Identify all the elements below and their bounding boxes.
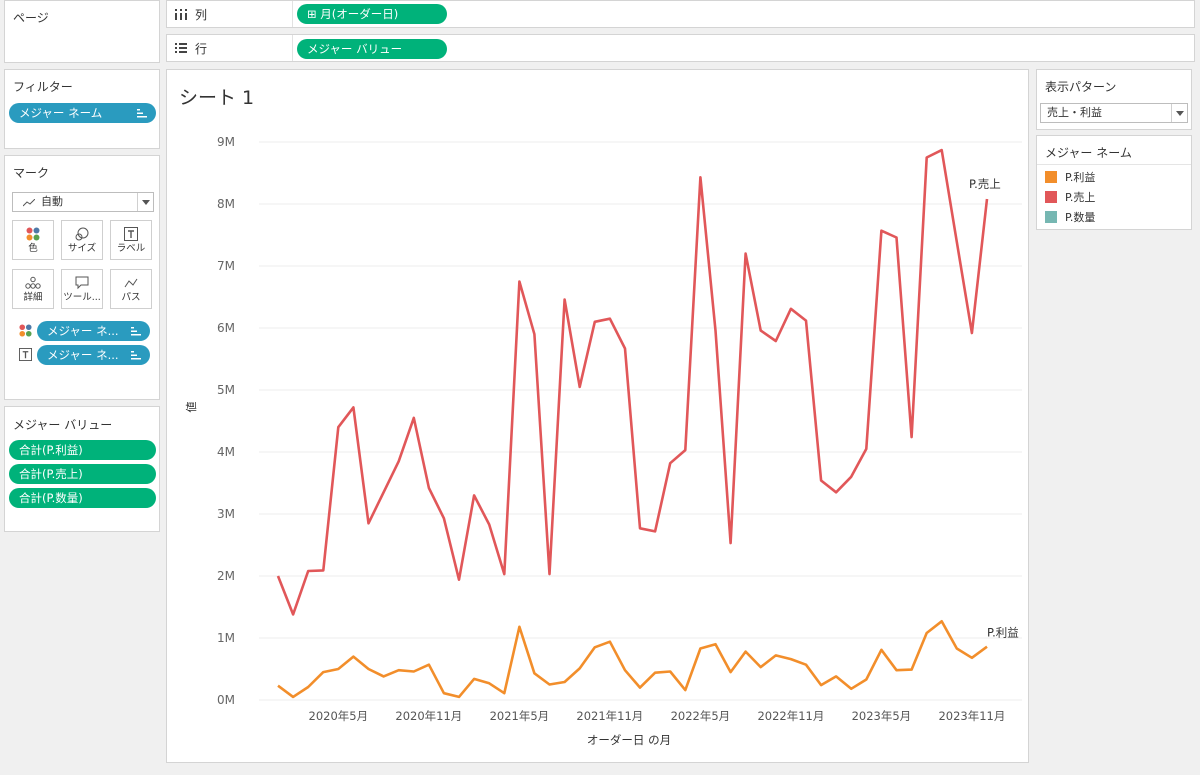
y-tick-label: 9M (217, 135, 235, 149)
line-chart[interactable]: シート 1 0M 1M 2M 3M 4M 5M 6M 7M 8M 9M 2020年5月 2020年1… (167, 70, 1028, 762)
filters-title: フィルター (13, 80, 73, 94)
rows-pill-measure-values[interactable]: メジャー バリュー (297, 39, 447, 59)
color-button[interactable]: 色 (12, 220, 54, 260)
label-pill-measure-names[interactable]: メジャー ネ... (37, 345, 150, 365)
legend-swatch (1045, 191, 1057, 203)
y-tick-label: 5M (217, 383, 235, 397)
y-tick-label: 6M (217, 321, 235, 335)
mark-type-dropdown[interactable]: 自動 (12, 192, 154, 212)
y-tick-label: 7M (217, 259, 235, 273)
columns-icon (175, 8, 187, 20)
show-me-value: 売上・利益 (1047, 106, 1102, 119)
size-button[interactable]: サイズ (61, 220, 103, 260)
measure-pill-quantity[interactable]: 合計(P.数量) (9, 488, 156, 508)
tooltip-button[interactable]: ツール... (61, 269, 103, 309)
legend-item-sales[interactable]: P.売上 (1045, 189, 1095, 205)
label-button[interactable]: ラベル (110, 220, 152, 260)
x-tick-label: 2020年11月 (395, 709, 462, 723)
detail-icon (25, 276, 41, 289)
y-tick-label: 1M (217, 631, 235, 645)
text-label-icon (124, 227, 138, 241)
y-tick-label: 8M (217, 197, 235, 211)
chevron-down-icon (137, 193, 153, 211)
columns-label: 列 (195, 7, 208, 22)
legend-card[interactable]: メジャー ネーム P.利益 P.売上 P.数量 (1036, 135, 1192, 230)
series-line (276, 148, 989, 616)
rows-label: 行 (195, 41, 208, 56)
legend-title: メジャー ネーム (1045, 146, 1132, 160)
legend-swatch (1045, 211, 1057, 223)
date-icon: ⊞ (307, 7, 317, 21)
rows-icon (175, 43, 187, 53)
color-encoding-icon (19, 324, 32, 337)
filters-card[interactable]: フィルター メジャー ネーム (4, 69, 160, 149)
y-axis-title: 値 (185, 402, 198, 413)
color-pill-measure-names[interactable]: メジャー ネ... (37, 321, 150, 341)
show-me-dropdown[interactable]: 売上・利益 (1040, 103, 1188, 123)
filter-pill-measure-names[interactable]: メジャー ネーム (9, 103, 156, 123)
series-end-label: P.売上 (969, 177, 1001, 191)
x-axis-title: オーダー日 の月 (587, 733, 671, 747)
y-tick-label: 0M (217, 693, 235, 707)
measure-values-card[interactable]: メジャー バリュー 合計(P.利益) 合計(P.売上) 合計(P.数量) (4, 406, 160, 532)
marks-title: マーク (13, 166, 50, 180)
x-tick-label: 2023年5月 (852, 709, 912, 723)
x-tick-label: 2022年11月 (757, 709, 824, 723)
size-icon (75, 227, 89, 241)
line-mark-icon (23, 199, 35, 207)
rows-shelf[interactable]: 行 メジャー バリュー (166, 34, 1195, 62)
chevron-down-icon (1171, 104, 1187, 122)
legend-item-quantity[interactable]: P.数量 (1045, 209, 1095, 225)
measure-pill-profit[interactable]: 合計(P.利益) (9, 440, 156, 460)
marks-card[interactable]: マーク 自動 色 サイズ ラベル 詳細 (4, 155, 160, 400)
worksheet-view[interactable]: シート 1 0M 1M 2M 3M 4M 5M 6M 7M 8M 9M 2020年5月 2020年1… (166, 69, 1029, 763)
sort-icon (131, 327, 141, 336)
legend-swatch (1045, 171, 1057, 183)
detail-button[interactable]: 詳細 (12, 269, 54, 309)
show-me-title: 表示パターン (1045, 80, 1117, 94)
y-tick-label: 2M (217, 569, 235, 583)
pages-title: ページ (13, 11, 49, 25)
sheet-title: シート 1 (179, 87, 254, 109)
measure-values-title: メジャー バリュー (13, 418, 113, 432)
path-icon (124, 278, 138, 288)
path-button[interactable]: パス (110, 269, 152, 309)
x-axis: 2020年5月 2020年11月 2021年5月 2021年11月 2022年5月 202… (309, 709, 1006, 723)
y-tick-label: 3M (217, 507, 235, 521)
series: P.売上 P.利益 (276, 148, 1019, 699)
x-tick-label: 2020年5月 (309, 709, 369, 723)
label-encoding-icon (19, 348, 32, 361)
pages-card[interactable]: ページ (4, 0, 160, 63)
columns-pill-label: 月(オーダー日) (320, 7, 399, 21)
grid (259, 141, 1022, 701)
sort-icon (137, 109, 147, 118)
y-axis: 0M 1M 2M 3M 4M 5M 6M 7M 8M 9M (217, 135, 235, 707)
x-tick-label: 2022年5月 (671, 709, 731, 723)
x-tick-label: 2021年11月 (576, 709, 643, 723)
columns-pill-order-month[interactable]: ⊞ 月(オーダー日) (297, 4, 447, 24)
sort-icon (131, 351, 141, 360)
columns-shelf[interactable]: 列 ⊞ 月(オーダー日) (166, 0, 1195, 28)
x-tick-label: 2023年11月 (938, 709, 1005, 723)
y-tick-label: 4M (217, 445, 235, 459)
x-tick-label: 2021年5月 (490, 709, 550, 723)
show-me-card[interactable]: 表示パターン 売上・利益 (1036, 69, 1192, 130)
tooltip-icon (75, 276, 89, 290)
measure-pill-sales[interactable]: 合計(P.売上) (9, 464, 156, 484)
mark-type-value: 自動 (41, 195, 63, 208)
series-end-label: P.利益 (987, 626, 1019, 640)
series-line (277, 619, 988, 699)
legend-item-profit[interactable]: P.利益 (1045, 169, 1095, 185)
color-dots-icon (26, 227, 40, 241)
